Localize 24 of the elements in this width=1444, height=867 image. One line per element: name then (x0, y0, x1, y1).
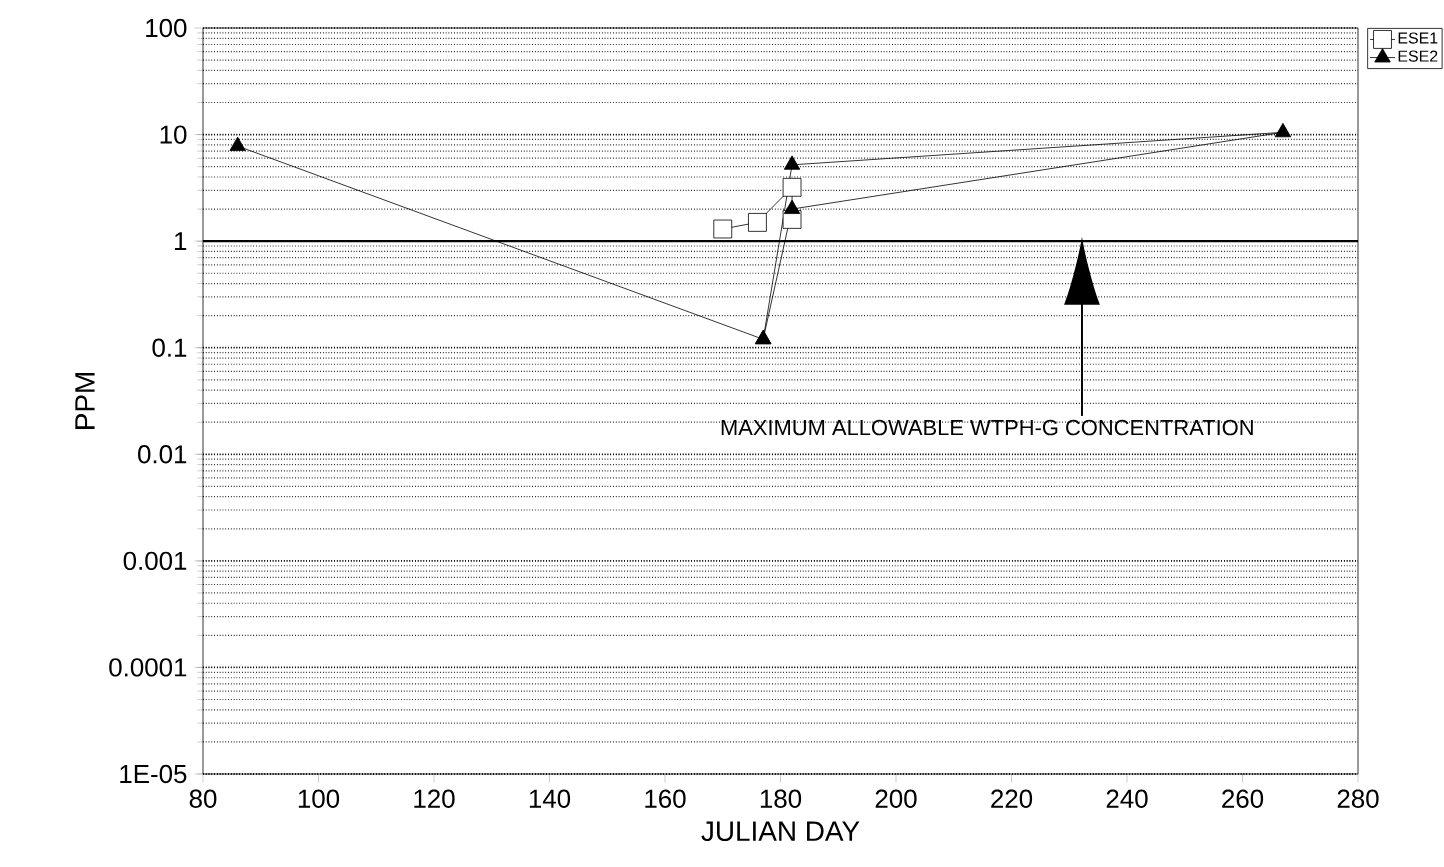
y-tick-label: 100 (146, 18, 187, 38)
y-tick-label: 1E-05 (120, 764, 187, 784)
x-axis-title: JULIAN DAY (701, 821, 860, 842)
x-tick-label: 280 (1337, 789, 1379, 808)
x-tick-label: 220 (991, 789, 1033, 808)
x-tick-label: 180 (760, 789, 802, 808)
y-axis-title: PPM (75, 373, 95, 429)
x-tick-label: 140 (529, 789, 571, 808)
x-tick-label: 160 (645, 789, 686, 808)
x-tick-label: 260 (1222, 789, 1264, 808)
annotation: MAXIMUM ALLOWABLE WTPH-G CONCENTRATION (721, 419, 1253, 436)
y-tick-label: 0.0001 (109, 658, 187, 677)
y-tick-label: 1 (175, 232, 187, 251)
legend-label: ESE2 (1398, 50, 1438, 62)
y-tick-label: 0.001 (123, 551, 187, 571)
y-tick-label: 10 (160, 125, 187, 144)
y-tick-label: 0.01 (138, 445, 187, 464)
x-tick-label: 200 (875, 789, 917, 808)
x-tick-label: 240 (1106, 789, 1148, 808)
x-tick-label: 80 (189, 789, 217, 808)
legend-label: ESE1 (1398, 32, 1438, 44)
x-tick-label: 100 (298, 789, 340, 808)
x-tick-label: 120 (414, 789, 455, 808)
y-tick-label: 0.1 (152, 338, 187, 357)
